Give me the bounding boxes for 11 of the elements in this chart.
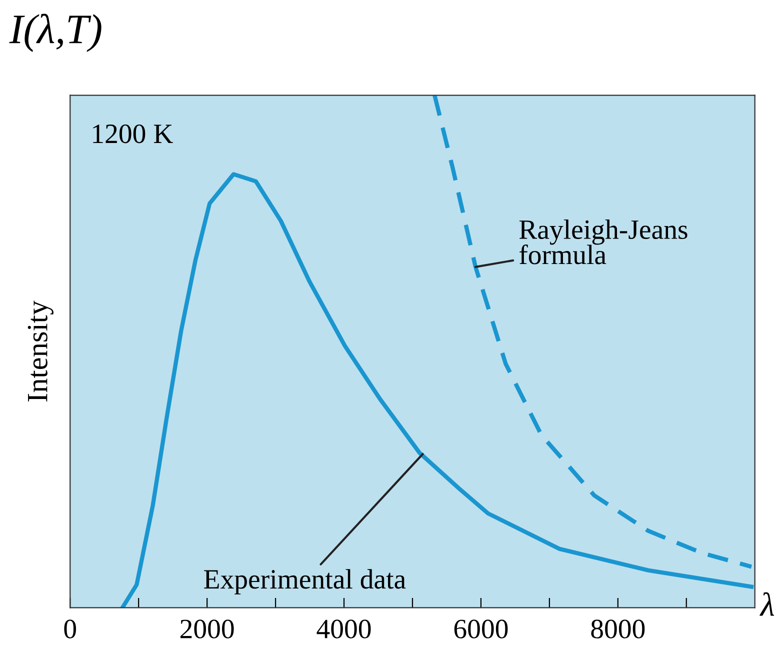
y-axis-title: Intensity xyxy=(28,300,54,402)
annotation: Experimental data xyxy=(204,569,406,594)
x-tick-label: 2000 xyxy=(180,620,234,638)
x-tick-label: 8000 xyxy=(591,620,645,638)
x-tick-label: 6000 xyxy=(454,620,508,638)
chart-title: I(λ,T) xyxy=(9,14,102,52)
x-tick-label: 4000 xyxy=(316,620,371,638)
annotation: Rayleigh-Jeans formula xyxy=(519,219,688,264)
x-tick-label: 0 xyxy=(64,620,76,638)
x-axis-title: λ xyxy=(760,592,774,616)
annotation: 1200 K xyxy=(93,124,173,144)
